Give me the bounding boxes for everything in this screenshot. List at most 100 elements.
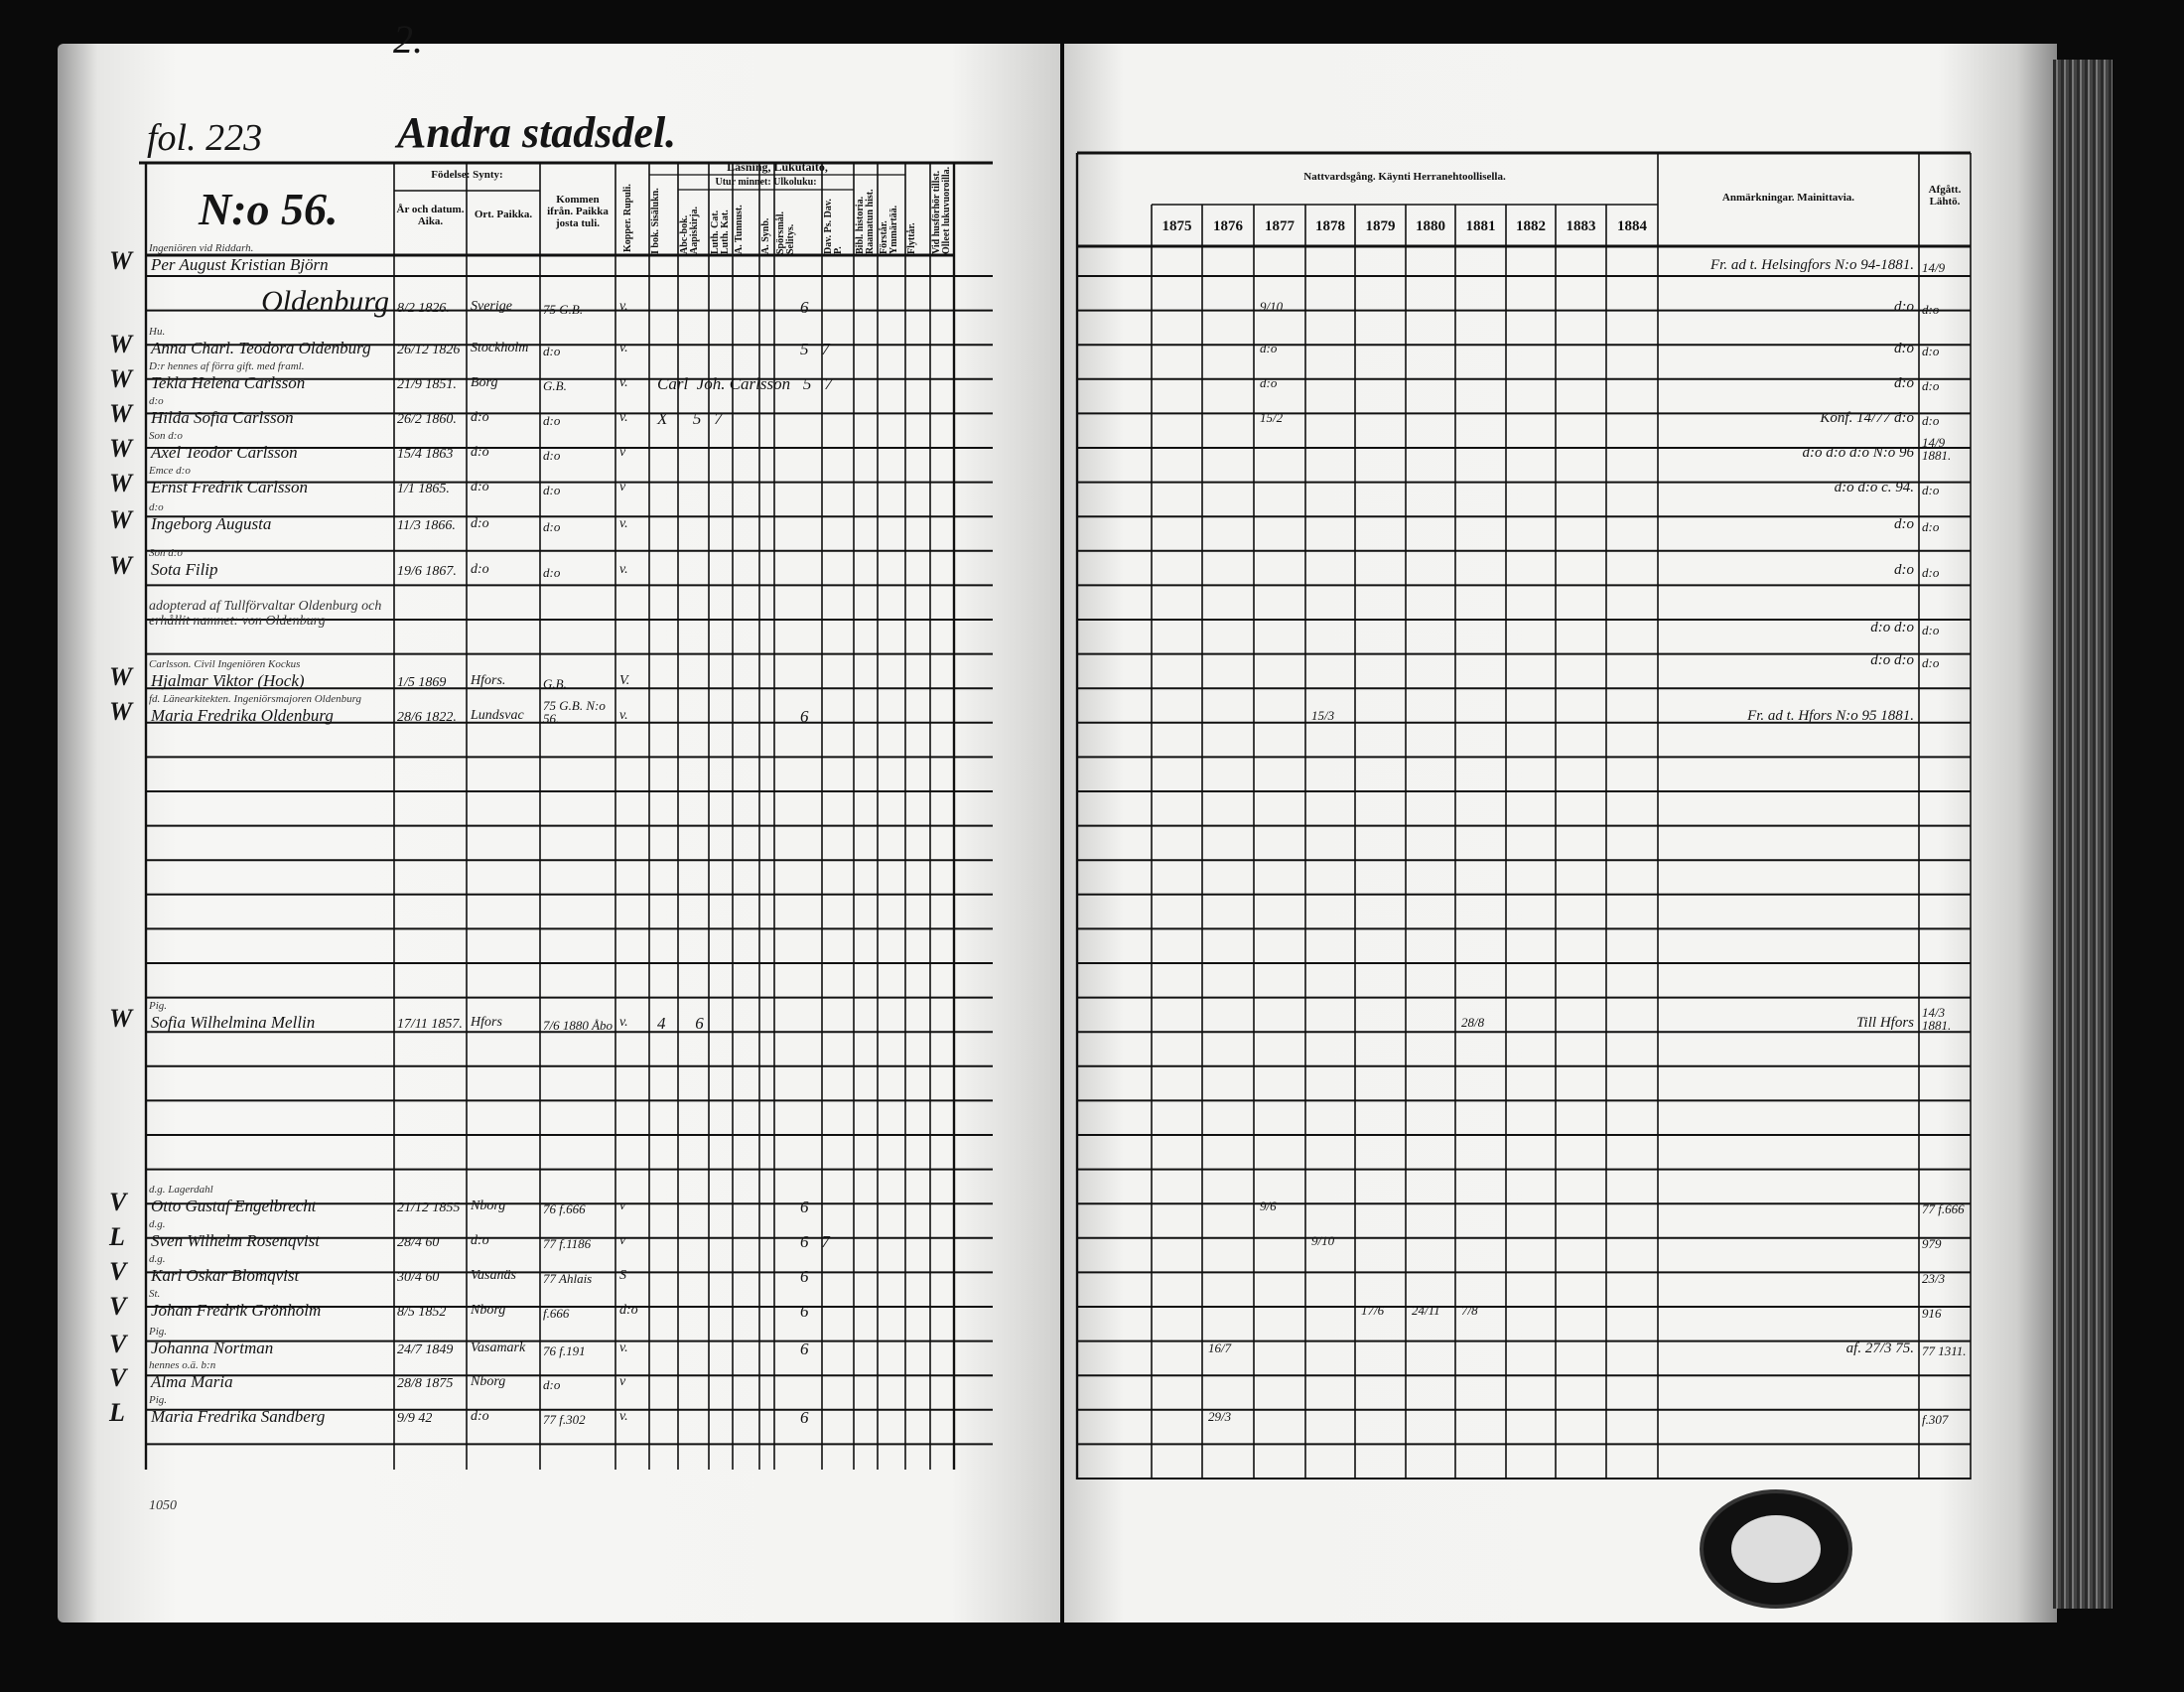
header-vertical-label: A. Tunnust.: [734, 205, 745, 254]
smallpox-mark: v.: [619, 410, 628, 426]
birth-place: d:o: [471, 562, 489, 578]
check-mark: W: [109, 434, 133, 464]
came-from: G.B.: [543, 378, 567, 394]
came-from: 77 f.302: [543, 1412, 586, 1428]
check-mark: W: [109, 364, 133, 394]
came-from: d:o: [543, 483, 561, 498]
smallpox-mark: v: [619, 445, 626, 461]
birth-place: d:o: [471, 445, 489, 461]
birth-date: 21/12 1855: [397, 1200, 461, 1216]
reading-marks: 6: [800, 1302, 809, 1322]
communion-date: 9/10: [1260, 298, 1284, 314]
birth-place: Lundsvac: [471, 708, 524, 724]
departed: d:o: [1922, 565, 1940, 581]
check-mark: W: [109, 399, 133, 429]
birth-place: d:o: [471, 515, 489, 531]
check-mark: W: [109, 551, 133, 581]
check-mark: V: [109, 1257, 127, 1287]
year-header: 1877: [1265, 218, 1295, 234]
entry-note: Pig.: [149, 1000, 168, 1013]
departed: d:o: [1922, 483, 1940, 498]
birth-date: 30/4 60: [397, 1270, 440, 1286]
year-header: 1878: [1315, 218, 1345, 234]
birth-date: 21/9 1851.: [397, 377, 457, 393]
communion-date: 29/3: [1208, 1409, 1232, 1425]
check-mark: V: [109, 1330, 127, 1359]
reading-marks: 6: [800, 297, 809, 317]
entry-note: D:r hennes af förra gift. med framl.: [149, 360, 305, 373]
smallpox-mark: v.: [619, 562, 628, 578]
birth-place: Nborg: [471, 1374, 506, 1389]
reading-marks: 6: [800, 1198, 809, 1217]
birth-date: 9/9 42: [397, 1411, 433, 1427]
year-header: 1875: [1161, 218, 1192, 234]
communion-date: d:o: [1260, 375, 1278, 391]
birth-place: d:o: [471, 1409, 489, 1425]
check-mark: W: [109, 504, 133, 534]
person-name: Per August Kristian Björn: [151, 254, 329, 274]
left-page: [58, 44, 1060, 1622]
communion-date: 24/11: [1412, 1303, 1440, 1319]
person-name: Johanna Nortman: [151, 1339, 274, 1358]
smallpox-mark: v: [619, 1198, 626, 1214]
departed: d:o: [1922, 655, 1940, 671]
birth-date: 28/4 60: [397, 1235, 440, 1251]
person-name: Alma Maria: [151, 1372, 233, 1391]
came-from: d:o: [543, 518, 561, 534]
departed: d:o: [1922, 622, 1940, 637]
check-mark: W: [109, 469, 133, 498]
birth-place: d:o: [471, 1233, 489, 1249]
communion-date: 17/6: [1361, 1303, 1385, 1319]
entry-note: Son d:o: [149, 547, 183, 560]
header-birth: Födelse: Synty:: [431, 169, 503, 181]
check-mark: W: [109, 245, 133, 275]
remark: d:o: [1894, 340, 1914, 356]
birth-date: 8/5 1852: [397, 1305, 447, 1321]
person-name: Sofia Wilhelmina Mellin: [151, 1013, 316, 1033]
smallpox-mark: v: [619, 1374, 626, 1389]
check-mark: V: [109, 1188, 127, 1217]
header-departed: Afgått. Lähtö.: [1928, 184, 1962, 209]
smallpox-mark: v.: [619, 1409, 628, 1425]
check-mark: V: [109, 1363, 127, 1392]
check-mark: V: [109, 1292, 127, 1322]
person-name: Johan Fredrik Grönholm: [151, 1301, 322, 1321]
header-year-date: År och datum. Aika.: [396, 204, 465, 228]
year-header: 1883: [1566, 218, 1596, 234]
entry-note: Pig.: [149, 1394, 168, 1407]
reading-marks: X 5 7: [657, 409, 723, 429]
remark: d:o: [1894, 298, 1914, 315]
birth-date: 17/11 1857.: [397, 1017, 463, 1033]
communion-date: 15/2: [1260, 410, 1284, 426]
person-name: Axel Teodor Carlsson: [151, 443, 298, 463]
came-from: d:o: [543, 565, 561, 581]
header-remarks: Anmärkningar. Mainittavia.: [1721, 192, 1855, 204]
header-smallpox: Kopper. Rupuli.: [622, 184, 633, 252]
entry-note: d.g.: [149, 1253, 166, 1266]
house-number: N:o 56.: [199, 184, 339, 234]
birth-place: Hfors.: [471, 673, 506, 689]
departed: 14/3 1881.: [1922, 1005, 1952, 1034]
birth-date: 11/3 1866.: [397, 517, 456, 533]
reading-marks: 6: [800, 1408, 809, 1428]
book-edge: [2053, 60, 2113, 1609]
smallpox-mark: v.: [619, 298, 628, 314]
entry-note: d.g. Lagerdahl: [149, 1184, 213, 1197]
remark: Till Hfors: [1856, 1015, 1914, 1032]
entry-note: Carlsson. Civil Ingeniören Kockus: [149, 658, 301, 671]
birth-date: 19/6 1867.: [397, 564, 457, 580]
birth-date: 26/2 1860.: [397, 412, 457, 428]
reading-marks: 6: [800, 1340, 809, 1359]
remark: d:o d:o d:o N:o 96: [1802, 445, 1915, 462]
birth-place: Vasanäs: [471, 1268, 516, 1284]
remark: d:o: [1894, 375, 1914, 392]
remark: Fr. ad t. Hfors N:o 95 1881.: [1747, 708, 1914, 725]
person-name: Tekla Helena Carlsson: [151, 373, 306, 393]
reading-marks: 6 7: [800, 1232, 830, 1252]
check-mark: W: [109, 697, 133, 727]
year-header: 1880: [1416, 218, 1445, 234]
entry-note: Son d:o: [149, 430, 183, 443]
remark: Fr. ad t. Helsingfors N:o 94-1881.: [1709, 256, 1914, 273]
departed: 14/9: [1922, 259, 1946, 275]
header-reading: Läsning, Lukutaito,: [727, 160, 828, 174]
